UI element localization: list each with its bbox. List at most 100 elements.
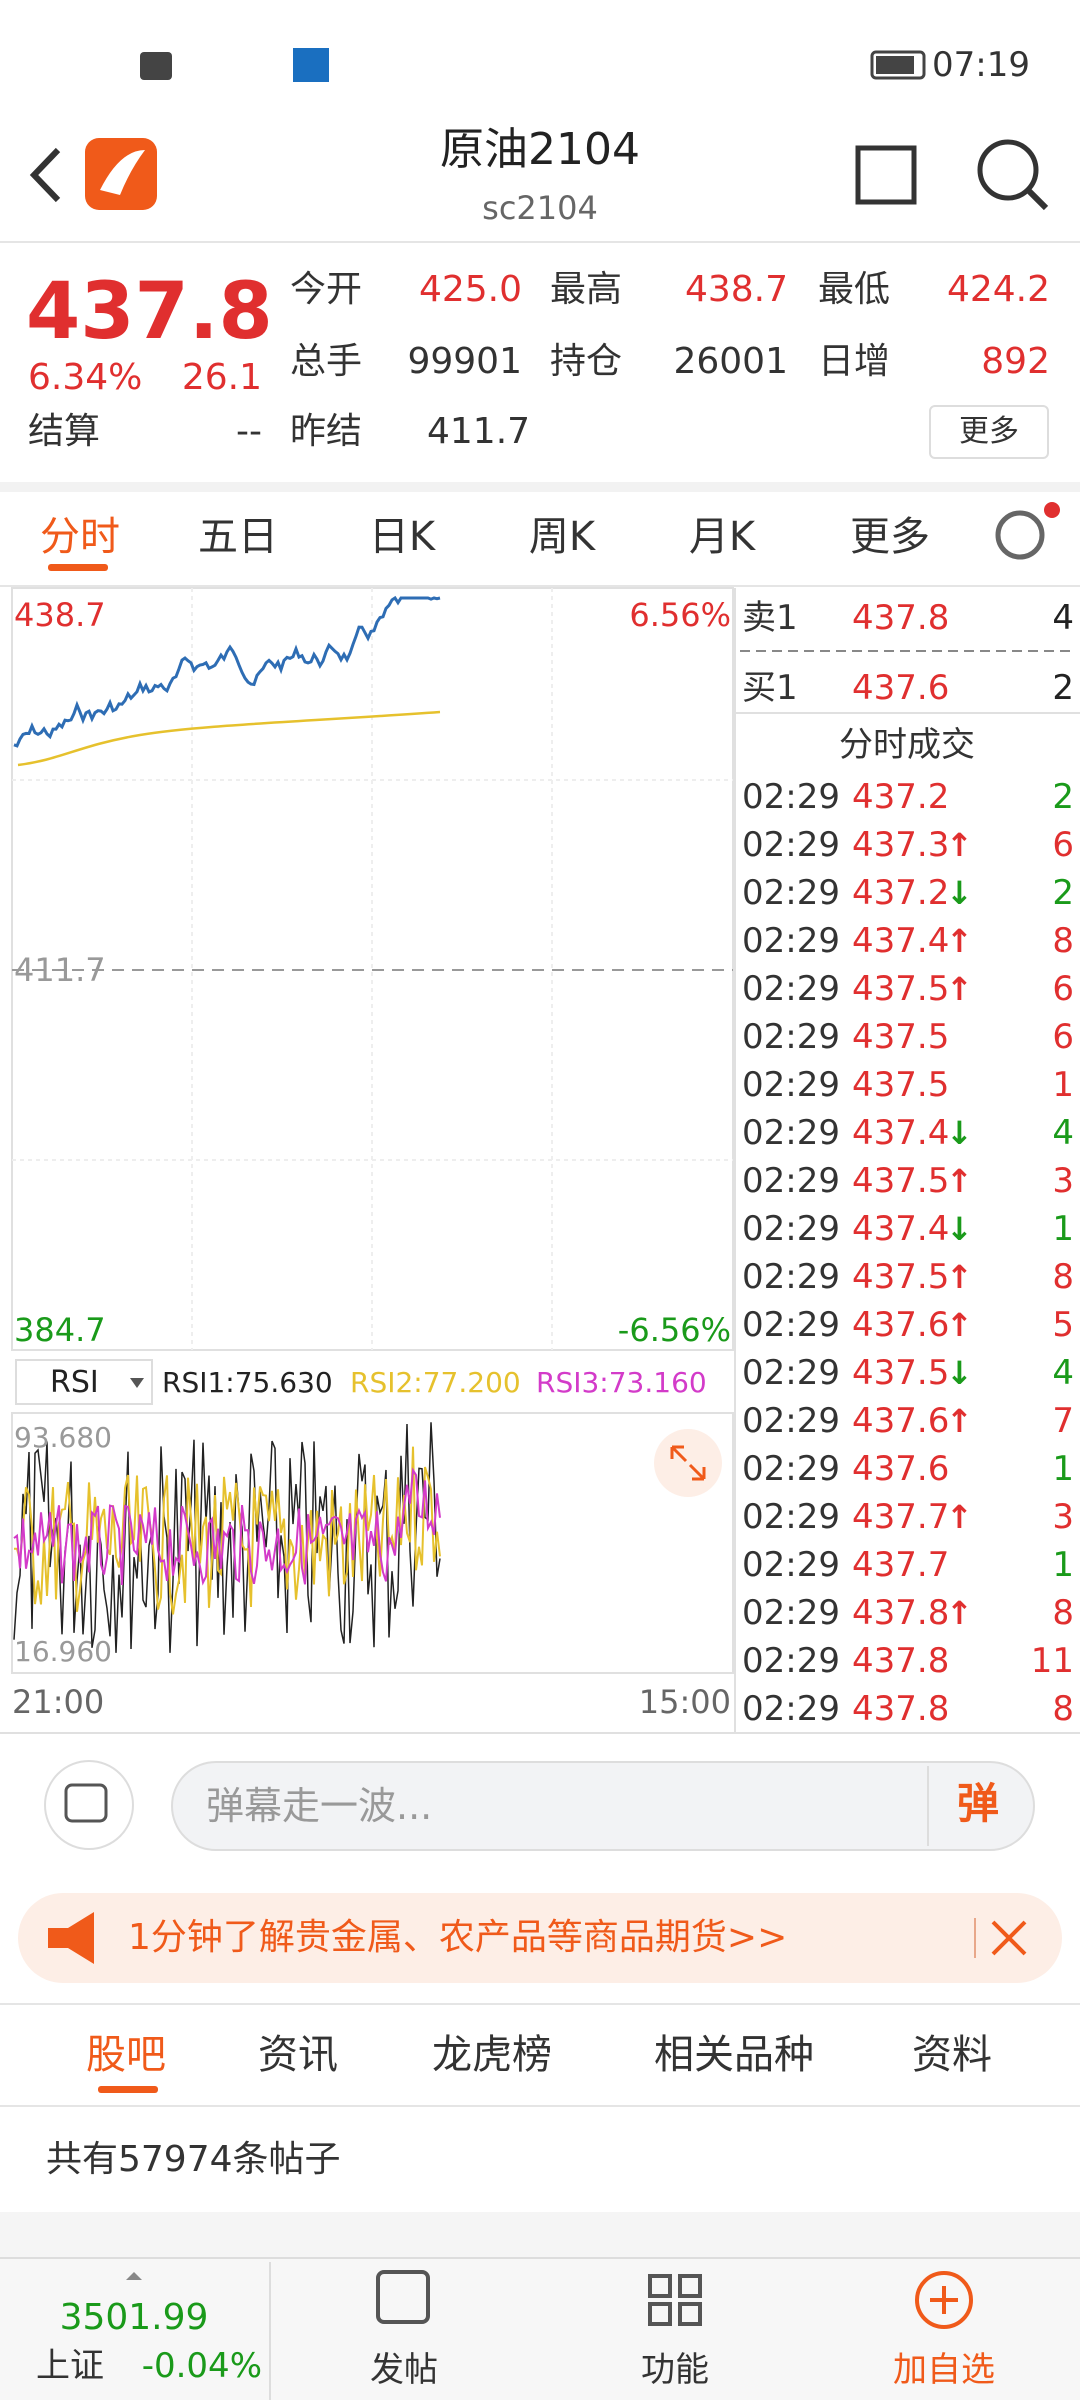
trade-qty: 2 [1052,777,1074,817]
rsi-line [14,1446,441,1615]
rsi-line [13,1467,441,1586]
trade-qty: 8 [1052,1593,1074,1633]
chart-tab[interactable]: 月K [688,514,756,560]
rsi-label: 16.960 [14,1635,112,1668]
field-value: 438.7 [684,269,788,310]
trade-dir: ↓ [946,874,973,912]
trade-qty: 6 [1052,825,1074,865]
trade-qty: 1 [1052,1065,1074,1105]
book-side: 买1 [742,668,798,708]
settings-icon[interactable] [995,510,1045,560]
section-tab[interactable]: 相关品种 [654,2032,814,2078]
pct-label: -6.56% [617,1311,731,1349]
nav-item[interactable]: 加自选 [893,2350,995,2390]
section-tab[interactable]: 资料 [912,2032,992,2078]
average-line [17,710,441,767]
share-icon[interactable] [855,145,917,205]
field-value: 411.7 [427,411,531,452]
trade-time: 02:29 [742,1065,840,1105]
chart-tab[interactable]: 周K [528,514,596,560]
trade-qty: 1 [1052,1545,1074,1585]
rsi-label: RSI2:77.200 [350,1366,521,1399]
trade-price: 437.3 [852,825,950,865]
trade-qty: 6 [1052,1017,1074,1057]
comment-input[interactable] [171,1761,1035,1851]
trade-price: 437.8 [852,1689,950,1729]
trade-time: 02:29 [742,1113,840,1153]
trade-time: 02:29 [742,1161,840,1201]
trade-dir: ↑ [946,970,973,1008]
nav-item[interactable]: 发帖 [370,2350,438,2390]
trade-price: 437.7 [852,1545,950,1585]
trade-time: 02:29 [742,1497,840,1537]
field-label: 昨结 [290,411,363,452]
change: 26.1 [181,357,262,398]
trade-qty: 3 [1052,1161,1074,1201]
trade-price: 437.4 [852,1209,950,1249]
trade-price: 437.2 [852,873,950,913]
trade-time: 02:29 [742,1449,840,1489]
expand-icon[interactable] [654,1429,722,1497]
chart-tab[interactable]: 五日 [198,514,278,560]
field-label: 日增 [818,341,891,382]
chart-tab[interactable]: 日K [368,514,436,560]
trade-dir: ↑ [946,1162,973,1200]
price-label: 384.7 [14,1311,106,1349]
post-count: 共有57974条帖子 [46,2139,341,2180]
section-tab[interactable]: 龙虎榜 [432,2032,552,2078]
indicator-select[interactable]: RSI [50,1365,99,1400]
trade-price: 437.8 [852,1641,950,1681]
rsi-label: RSI1:75.630 [162,1366,333,1399]
field-value: 892 [981,341,1050,382]
field-value: -- [236,411,262,452]
back-icon[interactable] [29,147,61,203]
book-qty: 4 [1052,598,1074,638]
banner[interactable] [18,1893,1062,1983]
banner-text[interactable]: 1分钟了解贵金属、农产品等商品期货>> [128,1917,788,1958]
danmaku-button[interactable]: 弹 [956,1779,1000,1828]
section-tab[interactable]: 资讯 [258,2032,338,2078]
trade-time: 02:29 [742,1641,840,1681]
trade-time: 02:29 [742,1353,840,1393]
chart-tab[interactable]: 分时 [40,514,120,560]
trade-time: 02:29 [742,873,840,913]
trade-qty: 7 [1052,1401,1074,1441]
last-price: 437.8 [26,267,273,357]
book-qty: 2 [1052,668,1074,708]
page-subtitle: sc2104 [482,189,598,227]
index-name: 上证 [36,2346,104,2386]
nav-item[interactable]: 功能 [641,2350,709,2390]
section-tab[interactable]: 股吧 [86,2032,166,2078]
trade-time: 02:29 [742,1401,840,1441]
field-label: 总手 [290,341,363,382]
price-line [13,595,441,748]
field-label: 最高 [550,269,623,310]
trade-time: 02:29 [742,1305,840,1345]
field-value: 99901 [407,341,522,382]
chart-tab[interactable]: 更多 [850,514,930,560]
more-button[interactable]: 更多 [929,405,1049,459]
x-label: 21:00 [12,1683,105,1721]
trade-price: 437.5 [852,1353,950,1393]
trade-time: 02:29 [742,1545,840,1585]
comment-settings[interactable] [44,1760,134,1850]
search-icon[interactable] [977,139,1039,201]
trade-qty: 3 [1052,1497,1074,1537]
change-pct: 6.34% [28,357,143,398]
trade-qty: 2 [1052,873,1074,913]
rsi-label: RSI3:73.160 [536,1366,707,1399]
comment-placeholder[interactable]: 弹幕走一波... [206,1784,433,1828]
trade-price: 437.5 [852,1257,950,1297]
price-label: 438.7 [14,596,106,634]
trade-qty: 5 [1052,1305,1074,1345]
trade-dir: ↓ [946,1114,973,1152]
status-time: 07:19 [932,45,1030,85]
trade-price: 437.5 [852,1161,950,1201]
trade-price: 437.4 [852,1113,950,1153]
trade-dir: ↓ [946,1354,973,1392]
trade-dir: ↑ [946,922,973,960]
close-icon[interactable] [991,1920,1027,1956]
trade-price: 437.8 [852,1593,950,1633]
book-price: 437.6 [852,668,950,708]
book-side: 卖1 [742,598,798,638]
